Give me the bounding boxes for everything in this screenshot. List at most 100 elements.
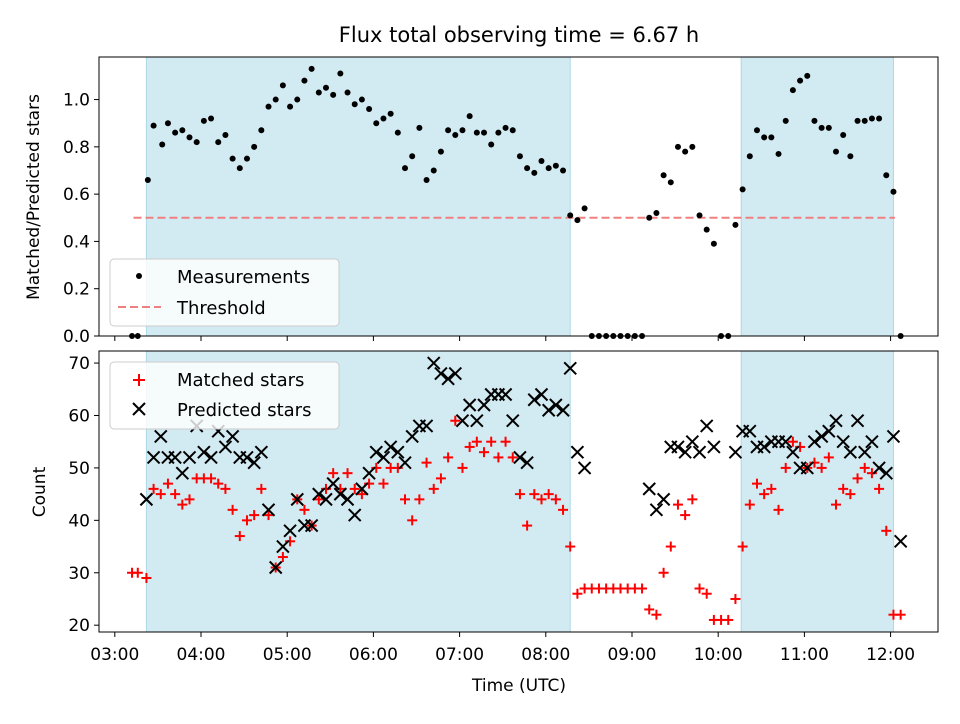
measurement-point	[524, 165, 531, 172]
bottom-panel: 20 30 40 50 60 70 03:00 04:00 05:00 06:00 07:00 08…	[30, 350, 939, 696]
bottom-legend-box	[109, 361, 340, 430]
measurement-point	[861, 117, 868, 124]
matched-point	[565, 541, 576, 552]
predicted-point	[398, 455, 412, 470]
measurement-point	[445, 127, 452, 134]
matched-point	[342, 468, 353, 479]
measurement-point	[144, 176, 151, 183]
matched-point	[227, 504, 238, 515]
measurement-point	[243, 155, 250, 162]
top-y-ticks: 0.0 0.2 0.4 0.6 0.8 1.0	[63, 91, 99, 347]
matched-point	[349, 483, 360, 494]
measurement-point	[409, 153, 416, 160]
predicted-point	[556, 403, 570, 417]
measurement-point	[358, 96, 365, 103]
top-y-tick-label: 1.0	[63, 91, 90, 111]
predicted-point	[786, 445, 800, 459]
predicted-point	[642, 482, 656, 496]
measurement-point	[567, 212, 574, 219]
matched-point	[529, 489, 540, 500]
predicted-point	[455, 414, 470, 428]
predicted-point	[829, 414, 843, 428]
measurement-point	[150, 122, 157, 129]
predicted-point	[743, 424, 757, 438]
top-x-ticks	[114, 336, 892, 341]
matched-point	[299, 504, 310, 515]
measurement-point	[330, 91, 337, 98]
predicted-point	[470, 414, 484, 428]
measurement-point	[775, 150, 782, 157]
bottom-legend: Matched stars Predicted stars	[109, 361, 340, 430]
matched-point	[443, 452, 454, 463]
measurement-point	[344, 89, 351, 96]
legend-measurements-label: Measurements	[177, 267, 310, 288]
measurement-point	[710, 240, 717, 247]
measurement-point	[646, 214, 653, 221]
predicted-point	[656, 492, 671, 507]
matched-point	[737, 541, 748, 552]
matched-point	[744, 499, 755, 510]
matched-point	[816, 462, 827, 473]
measurement-point	[215, 139, 222, 146]
measurement-point	[696, 212, 703, 219]
bottom-y-tick-label: 40	[68, 511, 90, 531]
bottom-x-ticks: 03:00 04:00 05:00 06:00 07:00 08:00 09:00 10:00…	[90, 632, 915, 665]
predicted-point	[355, 482, 369, 496]
matched-point	[701, 588, 712, 599]
matched-point	[148, 483, 159, 494]
measurement-point	[753, 127, 760, 134]
top-y-axis-label: Matched/Predicted stars	[24, 94, 44, 300]
top-axes-frame	[98, 56, 939, 337]
predicted-point	[247, 455, 261, 470]
predicted-point	[405, 429, 419, 444]
x-tick-label: 11:00	[780, 645, 829, 665]
measurement-point	[854, 117, 861, 124]
matched-point	[730, 593, 741, 604]
measurement-point	[272, 96, 279, 103]
measurement-point	[301, 77, 308, 84]
measurement-point	[308, 65, 315, 72]
predicted-point	[319, 492, 333, 507]
bottom-y-ticks: 20 30 40 50 60 70	[68, 354, 99, 636]
top-y-tick-label: 0.2	[63, 280, 90, 300]
measurement-point	[653, 210, 660, 217]
matched-point	[471, 436, 482, 447]
measurement-point	[459, 127, 466, 134]
x-tick-label: 03:00	[90, 645, 139, 665]
measurement-point	[689, 143, 696, 150]
matched-point	[766, 483, 777, 494]
top-shaded-region-2	[740, 56, 894, 337]
matched-point	[407, 515, 418, 526]
predicted-point	[893, 534, 908, 549]
predicted-point	[534, 387, 549, 402]
matched-point	[543, 489, 554, 500]
predicted-point	[800, 461, 814, 475]
x-tick-label: 06:00	[349, 645, 398, 665]
x-tick-label: 08:00	[521, 645, 570, 665]
predicted-point	[563, 361, 577, 376]
measurement-point	[416, 124, 423, 131]
measurement-point	[366, 106, 373, 113]
matched-point	[637, 583, 648, 594]
predicted-point	[376, 450, 391, 465]
legend-measurements-marker	[136, 273, 142, 279]
predicted-point	[276, 539, 290, 554]
measurement-point	[172, 129, 179, 136]
matched-point	[313, 494, 324, 505]
matched-point	[435, 473, 446, 484]
predicted-point	[304, 518, 319, 533]
predicted-point	[139, 492, 154, 507]
measurement-point	[804, 72, 811, 79]
matched-point	[220, 483, 231, 494]
predicted-point	[879, 466, 893, 480]
measurement-point	[387, 110, 394, 117]
predicted-point	[391, 445, 405, 459]
measurement-point	[423, 176, 430, 183]
predicted-point	[527, 393, 542, 407]
matched-point	[493, 452, 504, 463]
predicted-point	[197, 445, 211, 459]
measurement-point	[287, 103, 294, 110]
measurement-point	[797, 77, 804, 84]
measurement-point	[402, 165, 409, 172]
predicted-point	[814, 429, 829, 444]
